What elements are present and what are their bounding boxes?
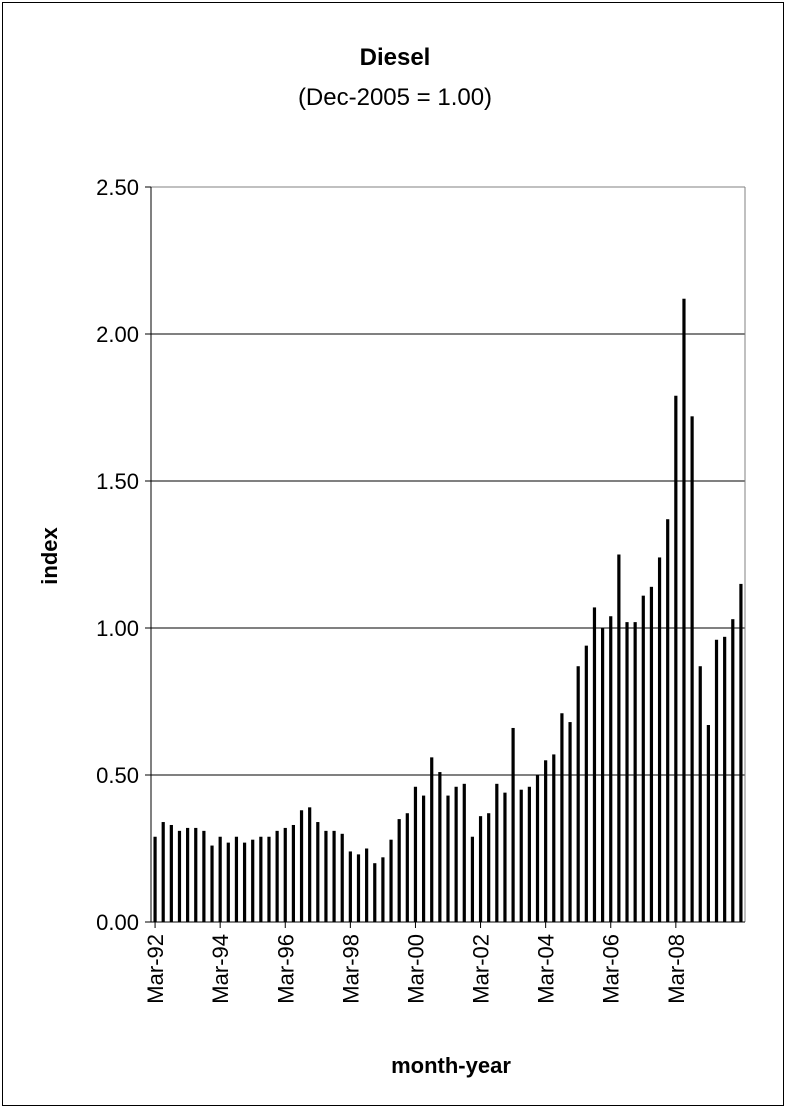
bar — [186, 827, 190, 922]
bar — [723, 636, 727, 922]
y-tick-label: 1.50 — [96, 469, 139, 494]
bar — [698, 666, 702, 922]
bar — [267, 836, 271, 922]
bar — [478, 816, 483, 922]
chart-title: Diesel — [360, 44, 431, 71]
y-tick-label: 2.50 — [96, 175, 139, 200]
bar — [462, 783, 466, 922]
bar — [299, 810, 304, 922]
bar — [340, 833, 344, 922]
bar — [552, 754, 556, 922]
bar — [210, 845, 214, 922]
bar — [674, 395, 678, 922]
bar — [633, 622, 637, 922]
y-tick-label: 2.00 — [96, 322, 139, 347]
bar — [495, 783, 499, 922]
bar — [308, 807, 312, 922]
bar — [649, 586, 654, 922]
bar — [714, 639, 719, 922]
bar — [251, 839, 255, 922]
bar — [487, 813, 491, 922]
bars — [153, 298, 743, 923]
gridlines — [151, 186, 745, 776]
bar — [373, 863, 377, 922]
bar — [291, 824, 295, 922]
bar — [169, 824, 173, 922]
y-tick-label: 1.00 — [96, 616, 139, 641]
bar — [348, 851, 352, 922]
bar — [161, 822, 165, 922]
bar — [389, 839, 393, 922]
bar — [421, 795, 426, 922]
y-tick-labels: 0.00 0.50 1.00 1.50 2.00 2.50 — [96, 175, 139, 935]
bar — [527, 786, 531, 922]
bar — [356, 854, 361, 922]
bar — [739, 583, 743, 922]
bar — [202, 830, 206, 922]
bar — [413, 786, 418, 922]
bar — [316, 822, 320, 922]
bar — [259, 836, 263, 922]
bar — [324, 830, 328, 922]
x-tick-label: Mar-96 — [273, 934, 298, 1004]
bar — [690, 416, 694, 922]
bar — [454, 786, 458, 922]
bar — [682, 298, 686, 923]
bar — [438, 772, 442, 922]
bar — [666, 519, 670, 922]
axes — [145, 186, 746, 928]
x-tick-label: Mar-08 — [664, 934, 689, 1004]
bar — [706, 725, 710, 922]
bar — [381, 857, 385, 922]
bar — [641, 595, 645, 922]
bar — [601, 628, 605, 922]
bar — [592, 607, 597, 922]
bar — [218, 836, 222, 922]
bar — [470, 836, 475, 922]
bar — [242, 842, 247, 922]
x-axis-title: month-year — [391, 1053, 511, 1078]
bar — [511, 727, 515, 922]
diesel-chart: Diesel (Dec-2005 = 1.00) index month-yea… — [37, 44, 746, 1078]
x-tick-label: Mar-92 — [143, 934, 168, 1004]
x-tick-label: Mar-02 — [469, 934, 494, 1004]
bar — [625, 622, 629, 922]
bar — [234, 836, 239, 922]
bar — [584, 645, 588, 922]
bar — [226, 842, 230, 922]
bar — [332, 830, 336, 922]
bar — [576, 666, 580, 922]
bar — [609, 616, 613, 922]
y-tick-label: 0.00 — [96, 910, 139, 935]
x-tick-labels: Mar-92 Mar-94 Mar-96 Mar-98 Mar-00 Mar-02 Mar-… — [143, 934, 689, 1004]
bar — [560, 713, 564, 922]
bar — [397, 819, 401, 922]
x-tick-label: Mar-00 — [403, 934, 428, 1004]
bar — [283, 827, 287, 922]
y-axis-title: index — [37, 527, 62, 585]
x-tick-label: Mar-98 — [338, 934, 363, 1004]
bar — [194, 827, 198, 922]
bar — [657, 557, 662, 922]
bar — [275, 830, 279, 922]
bar — [405, 813, 409, 922]
bar — [568, 722, 572, 922]
bar — [153, 836, 157, 922]
bar — [365, 848, 369, 922]
bar — [519, 789, 523, 922]
x-tick-label: Mar-06 — [599, 934, 624, 1004]
bar — [617, 554, 621, 922]
bar — [430, 757, 434, 922]
y-tick-label: 0.50 — [96, 763, 139, 788]
bar — [503, 792, 507, 922]
bar — [446, 795, 450, 922]
bar — [544, 760, 548, 922]
bar — [177, 830, 182, 922]
x-tick-label: Mar-94 — [208, 934, 233, 1004]
chart-subtitle: (Dec-2005 = 1.00) — [298, 84, 492, 111]
x-tick-label: Mar-04 — [534, 934, 559, 1004]
bar — [535, 775, 540, 922]
bar — [731, 619, 735, 922]
